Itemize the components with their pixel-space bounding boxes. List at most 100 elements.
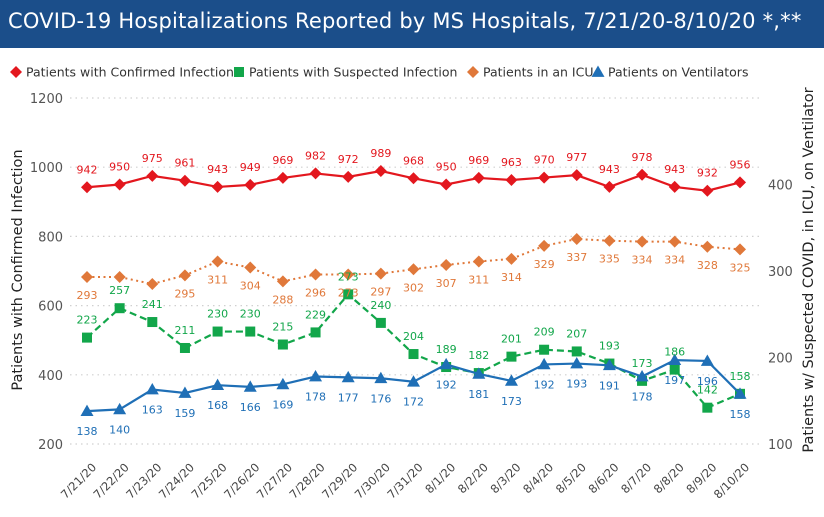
data-label: 204 <box>403 330 424 343</box>
data-point <box>537 357 551 370</box>
data-point <box>733 387 747 399</box>
data-label: 197 <box>664 374 685 387</box>
data-label: 295 <box>174 287 195 300</box>
data-label: 296 <box>305 286 326 299</box>
data-label: 949 <box>240 161 261 174</box>
data-point <box>145 383 159 395</box>
data-label: 172 <box>403 396 424 409</box>
data-point <box>407 263 420 276</box>
legend-label: Patients in an ICU <box>483 65 594 80</box>
data-point <box>701 240 714 253</box>
data-label: 196 <box>697 375 718 388</box>
legend-marker <box>10 66 22 78</box>
x-tick-label: 7/31/20 <box>384 460 425 501</box>
data-label: 176 <box>370 392 391 405</box>
data-point <box>472 255 485 268</box>
y-axis-title-right: Patients w/ Suspected COVID, in ICU, on … <box>801 87 817 452</box>
y-axis-right: 100 200 300 400 <box>768 179 793 454</box>
data-label: 293 <box>77 289 98 302</box>
data-label: 186 <box>664 346 685 359</box>
data-point <box>81 271 93 284</box>
data-label: 192 <box>534 378 555 391</box>
data-point <box>439 357 453 370</box>
data-point <box>113 178 126 191</box>
data-point <box>178 174 191 187</box>
data-point <box>636 235 649 248</box>
data-label: 975 <box>142 152 163 165</box>
data-label: 956 <box>730 158 751 171</box>
data-label: 961 <box>174 157 195 170</box>
data-point <box>179 342 190 353</box>
data-label: 950 <box>109 161 130 174</box>
data-point <box>276 377 290 390</box>
data-point <box>309 370 323 382</box>
y-axis-title-left: Patients with Confirmed Infection <box>10 149 26 390</box>
data-label: 177 <box>338 391 359 404</box>
data-label: 178 <box>632 391 653 404</box>
data-label: 158 <box>730 408 751 421</box>
data-point <box>603 180 616 193</box>
data-point <box>374 371 388 384</box>
data-point <box>570 357 584 369</box>
y-axis-left: 200 400 600 800 1000 1200 <box>30 92 63 453</box>
data-point <box>374 165 387 178</box>
data-point <box>211 180 224 193</box>
data-label: 229 <box>305 308 326 321</box>
data-label: 302 <box>403 281 424 294</box>
data-point <box>668 353 682 365</box>
data-label: 158 <box>730 370 751 383</box>
data-point <box>276 171 289 184</box>
data-point <box>277 339 288 350</box>
data-label: 963 <box>501 156 522 169</box>
data-point <box>374 267 387 280</box>
data-point <box>734 176 746 189</box>
data-label: 193 <box>566 378 587 391</box>
data-label: 969 <box>272 154 293 167</box>
data-point <box>114 303 125 314</box>
data-label: 950 <box>436 161 457 174</box>
data-label: 329 <box>534 258 555 271</box>
data-point <box>440 178 453 191</box>
data-point <box>570 232 583 245</box>
data-label: 273 <box>338 286 359 299</box>
data-label: 968 <box>403 154 424 167</box>
data-label: 273 <box>338 270 359 283</box>
data-label: 241 <box>142 298 163 311</box>
data-point <box>538 239 551 252</box>
x-axis: 7/21/207/22/207/23/207/24/207/25/207/26/… <box>58 460 752 501</box>
data-label: 257 <box>109 284 130 297</box>
data-label: 142 <box>697 384 718 397</box>
x-tick-label: 8/6/20 <box>585 460 621 496</box>
x-tick-label: 8/3/20 <box>487 460 523 496</box>
data-point <box>506 351 517 362</box>
y-tick-label-left: 1200 <box>30 92 63 107</box>
data-point <box>211 255 224 268</box>
y-tick-label-right: 300 <box>768 265 793 280</box>
data-point <box>472 367 486 379</box>
data-point <box>178 386 192 398</box>
data-label: 978 <box>632 151 653 164</box>
data-label: 989 <box>370 147 391 160</box>
y-tick-label-left: 600 <box>38 300 63 315</box>
data-point <box>668 235 681 248</box>
x-tick-label: 8/7/20 <box>618 460 654 496</box>
data-label: 193 <box>599 340 620 353</box>
data-point <box>343 289 354 300</box>
data-label: 977 <box>566 151 587 164</box>
data-point <box>538 171 551 184</box>
data-point <box>408 349 419 360</box>
data-label: 159 <box>174 407 195 420</box>
data-point <box>244 178 257 191</box>
x-tick-label: 8/10/20 <box>711 460 752 501</box>
data-point <box>244 261 257 274</box>
data-point <box>212 326 223 337</box>
data-point <box>734 243 746 256</box>
data-point <box>375 317 386 328</box>
data-point <box>341 370 355 383</box>
data-point <box>407 375 420 387</box>
x-tick-label: 8/5/20 <box>553 460 589 496</box>
data-label: 189 <box>436 343 457 356</box>
data-label: 169 <box>272 398 293 411</box>
data-point <box>505 174 518 187</box>
x-tick-label: 8/1/20 <box>422 460 458 496</box>
